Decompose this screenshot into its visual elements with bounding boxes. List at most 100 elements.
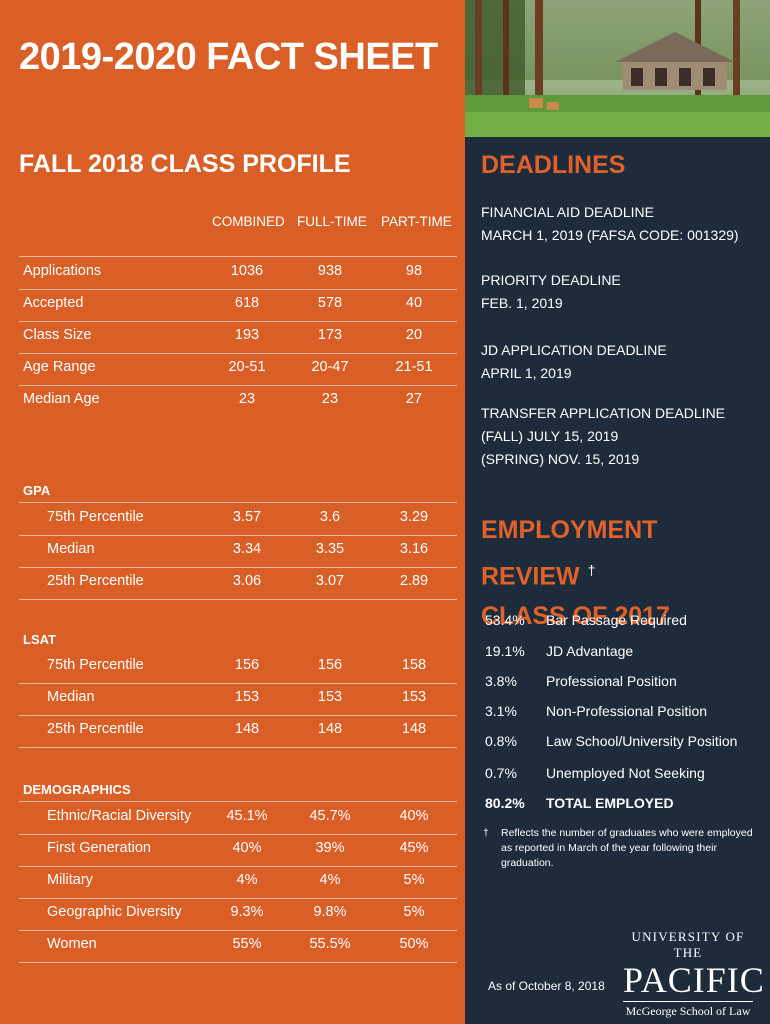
column-header-combined: COMBINED	[212, 214, 285, 229]
employment-label: Bar Passage Required	[546, 612, 687, 628]
dagger-mark: †	[587, 562, 596, 578]
deadline-date: MARCH 1, 2019 (FAFSA CODE: 001329)	[481, 227, 739, 243]
table-row: 25th Percentile 3.06 3.07 2.89	[19, 567, 457, 600]
deadline-name: PRIORITY DEADLINE	[481, 272, 621, 288]
cell-value: 98	[405, 263, 423, 279]
lsat-heading: LSAT	[23, 632, 56, 647]
cell-value: 153	[317, 689, 343, 705]
table-row: Applications 1036 938 98	[19, 257, 457, 290]
table-row: Age Range 20-51 20-47 21-51	[19, 353, 457, 386]
deadline-date: (FALL) JULY 15, 2019	[481, 428, 619, 444]
employment-title-line1: EMPLOYMENT REVIEW	[481, 516, 658, 591]
employment-label: Unemployed Not Seeking	[546, 765, 705, 781]
table-row: Class Size 193 173 20	[19, 321, 457, 354]
cell-value: 2.89	[399, 573, 429, 589]
row-label: 75th Percentile	[47, 509, 144, 525]
cell-value: 20-51	[228, 359, 266, 375]
cell-value: 23	[238, 391, 256, 407]
logo-line2: PACIFIC	[623, 960, 765, 1000]
cell-value: 45.7%	[309, 808, 351, 824]
employment-label: JD Advantage	[546, 643, 634, 659]
deadline-date: APRIL 1, 2019	[481, 365, 572, 381]
row-label: Applications	[23, 263, 102, 279]
employment-total-percent: 80.2%	[485, 795, 525, 811]
employment-percent: 19.1%	[485, 643, 525, 659]
cell-value: 9.8%	[313, 904, 347, 920]
cell-value: 3.35	[315, 541, 345, 557]
row-label: Median Age	[23, 391, 100, 407]
right-panel: DEADLINES FINANCIAL AID DEADLINE MARCH 1,…	[465, 0, 770, 1024]
cell-value: 3.06	[232, 573, 262, 589]
employment-percent: 3.1%	[485, 703, 517, 719]
cell-value: 45.1%	[226, 808, 268, 824]
employment-total-label: TOTAL EMPLOYED	[546, 795, 674, 811]
cell-value: 153	[401, 689, 427, 705]
divider	[19, 801, 457, 802]
row-label: 75th Percentile	[47, 657, 144, 673]
cell-value: 148	[234, 721, 260, 737]
demographics-heading: DEMOGRAPHICS	[23, 782, 131, 797]
row-label: 25th Percentile	[47, 721, 144, 737]
deadline-name: FINANCIAL AID DEADLINE	[481, 204, 654, 220]
row-label: First Generation	[47, 840, 151, 856]
employment-label: Professional Position	[546, 673, 677, 689]
row-label: Accepted	[23, 295, 84, 311]
employment-title: EMPLOYMENT REVIEW † CLASS OF 2017	[481, 510, 770, 636]
row-label: Median	[47, 689, 95, 705]
cell-value: 5%	[403, 904, 425, 920]
table-row: 25th Percentile 148 148 148	[19, 715, 457, 748]
cell-value: 1036	[230, 263, 264, 279]
cell-value: 173	[317, 327, 343, 343]
row-label: Age Range	[23, 359, 96, 375]
cell-value: 3.57	[232, 509, 262, 525]
cell-value: 158	[401, 657, 427, 673]
cell-value: 3.34	[232, 541, 262, 557]
cell-value: 5%	[403, 872, 425, 888]
deadline-item: TRANSFER APPLICATION DEADLINE (FALL) JULY…	[481, 402, 725, 471]
cell-value: 156	[317, 657, 343, 673]
table-row: 75th Percentile 156 156 158	[19, 651, 457, 684]
gpa-heading: GPA	[23, 483, 51, 498]
cell-value: 40%	[399, 808, 429, 824]
employment-percent: 0.7%	[485, 765, 517, 781]
left-panel: 2019-2020 FACT SHEET FALL 2018 CLASS PRO…	[0, 0, 465, 1024]
cell-value: 21-51	[395, 359, 433, 375]
cell-value: 938	[317, 263, 343, 279]
cell-value: 27	[405, 391, 423, 407]
cell-value: 50%	[399, 936, 429, 952]
cell-value: 20	[405, 327, 423, 343]
cell-value: 23	[321, 391, 339, 407]
employment-percent: 3.8%	[485, 673, 517, 689]
table-row: Median Age 23 23 27	[19, 385, 457, 417]
cell-value: 3.29	[399, 509, 429, 525]
cell-value: 153	[234, 689, 260, 705]
divider	[19, 502, 457, 503]
cell-value: 20-47	[311, 359, 349, 375]
campus-photo	[465, 0, 770, 137]
cell-value: 55%	[232, 936, 262, 952]
footnote-text: Reflects the number of graduates who wer…	[501, 827, 753, 869]
employment-title-line2: CLASS OF 2017	[481, 602, 670, 631]
table-row: Accepted 618 578 40	[19, 289, 457, 322]
logo-line1: UNIVERSITY OF THE	[631, 929, 745, 960]
deadline-name: JD APPLICATION DEADLINE	[481, 342, 667, 358]
cell-value: 148	[317, 721, 343, 737]
cell-value: 45%	[399, 840, 429, 856]
cell-value: 156	[234, 657, 260, 673]
deadline-date: (SPRING) NOV. 15, 2019	[481, 451, 640, 467]
cell-value: 39%	[315, 840, 345, 856]
table-row: First Generation 40% 39% 45%	[19, 834, 457, 867]
cell-value: 3.07	[315, 573, 345, 589]
column-header-part-time: PART-TIME	[381, 214, 452, 229]
cell-value: 4%	[319, 872, 341, 888]
table-row: Geographic Diversity 9.3% 9.8% 5%	[19, 898, 457, 931]
employment-percent: 0.8%	[485, 733, 517, 749]
table-row: Women 55% 55.5% 50%	[19, 930, 457, 963]
row-label: Ethnic/Racial Diversity	[47, 808, 192, 824]
deadline-name: TRANSFER APPLICATION DEADLINE	[481, 405, 726, 421]
as-of-date: As of October 8, 2018	[488, 979, 605, 993]
cell-value: 618	[234, 295, 260, 311]
row-label: Military	[47, 872, 93, 888]
cell-value: 148	[401, 721, 427, 737]
cell-value: 3.6	[319, 509, 341, 525]
